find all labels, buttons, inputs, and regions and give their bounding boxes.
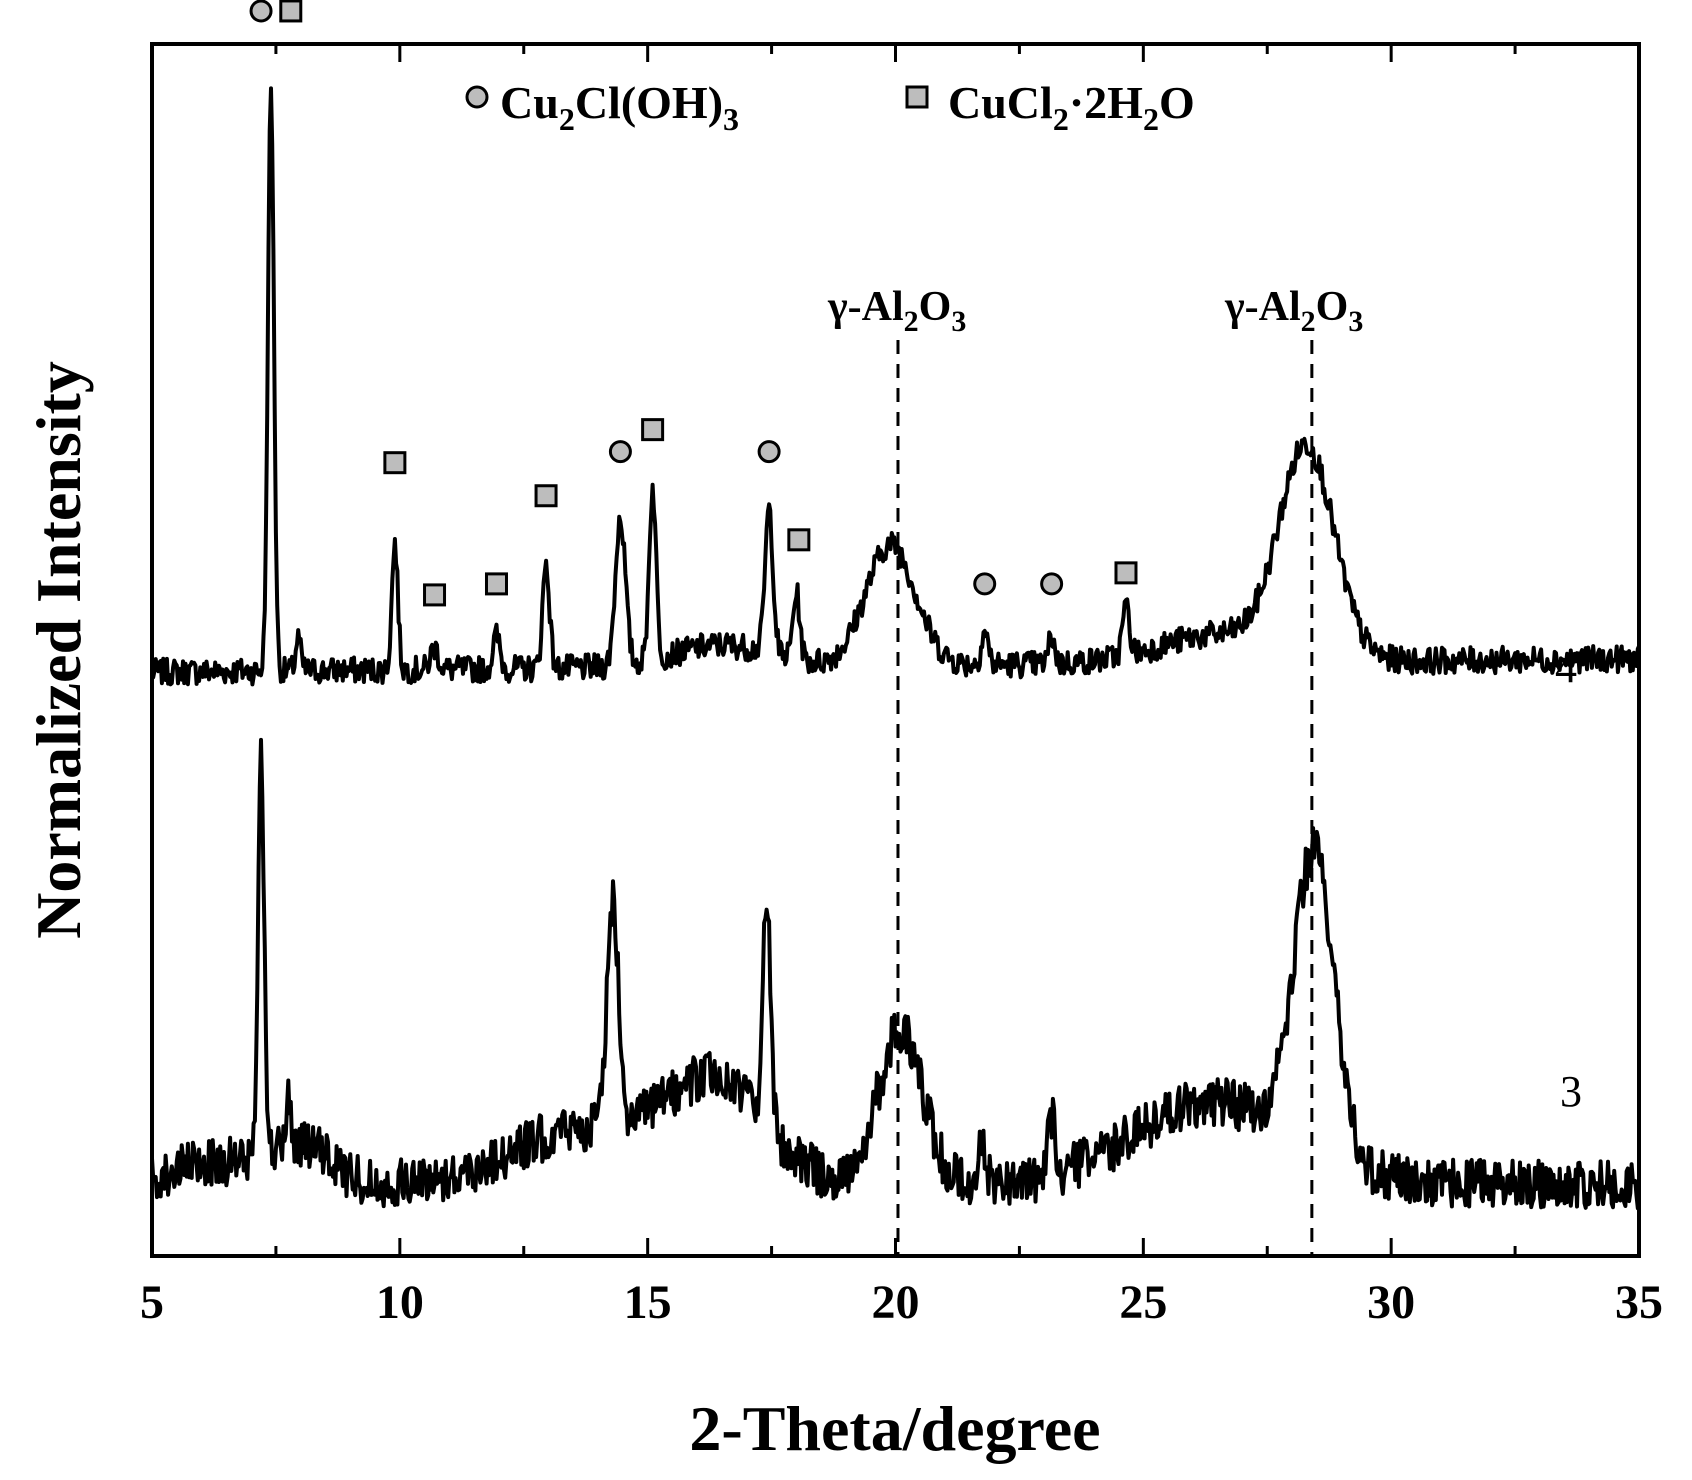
peak-marker-circle [973, 572, 997, 596]
x-tick-label: 20 [872, 1276, 920, 1329]
peak-marker-square [383, 451, 407, 475]
x-tick-label: 30 [1367, 1276, 1415, 1329]
x-tick-label: 15 [624, 1276, 672, 1329]
ref-label-al2o3-28: γ-Al2O3 [1224, 284, 1363, 338]
peak-marker-circle [1040, 572, 1064, 596]
peak-marker-square [279, 0, 303, 23]
x-tick-label: 25 [1119, 1276, 1167, 1329]
legend-square-marker [905, 85, 929, 109]
peak-marker-square [484, 572, 508, 596]
x-axis-ticks: 5 10 15 20 25 30 35 [140, 44, 1663, 1329]
legend-label-cucl2-2h2o: CuCl2·2H2O [948, 77, 1195, 137]
series-line-3 [150, 737, 1641, 1211]
y-axis-title: Normalized Intensity [23, 361, 94, 939]
ref-label-al2o3-20: γ-Al2O3 [827, 284, 966, 338]
peak-marker-square [534, 484, 558, 508]
peak-marker-square [1114, 561, 1138, 585]
x-tick-label: 10 [376, 1276, 424, 1329]
series-label-3: 3 [1560, 1067, 1582, 1116]
x-axis-title: 2-Theta/degree [689, 1393, 1100, 1464]
series-label-4: 4 [1555, 643, 1577, 692]
x-tick-label: 35 [1615, 1276, 1663, 1329]
peak-marker-circle [757, 440, 781, 464]
peak-marker-circle [249, 0, 273, 23]
x-tick-label: 5 [140, 1276, 164, 1329]
peak-marker-square [423, 583, 447, 607]
peak-marker-square [787, 528, 811, 552]
peak-marker-circle [608, 440, 632, 464]
reference-lines [896, 340, 1314, 1256]
legend-label-cu2cloh3: Cu2Cl(OH)3 [500, 77, 739, 137]
legend-circle-marker [465, 85, 489, 109]
peak-marker-square [641, 418, 665, 442]
peak-markers [249, 0, 1138, 607]
legend: Cu2Cl(OH)3 CuCl2·2H2O [465, 77, 1195, 137]
series-group [150, 86, 1641, 1211]
series-line-4 [150, 86, 1641, 687]
